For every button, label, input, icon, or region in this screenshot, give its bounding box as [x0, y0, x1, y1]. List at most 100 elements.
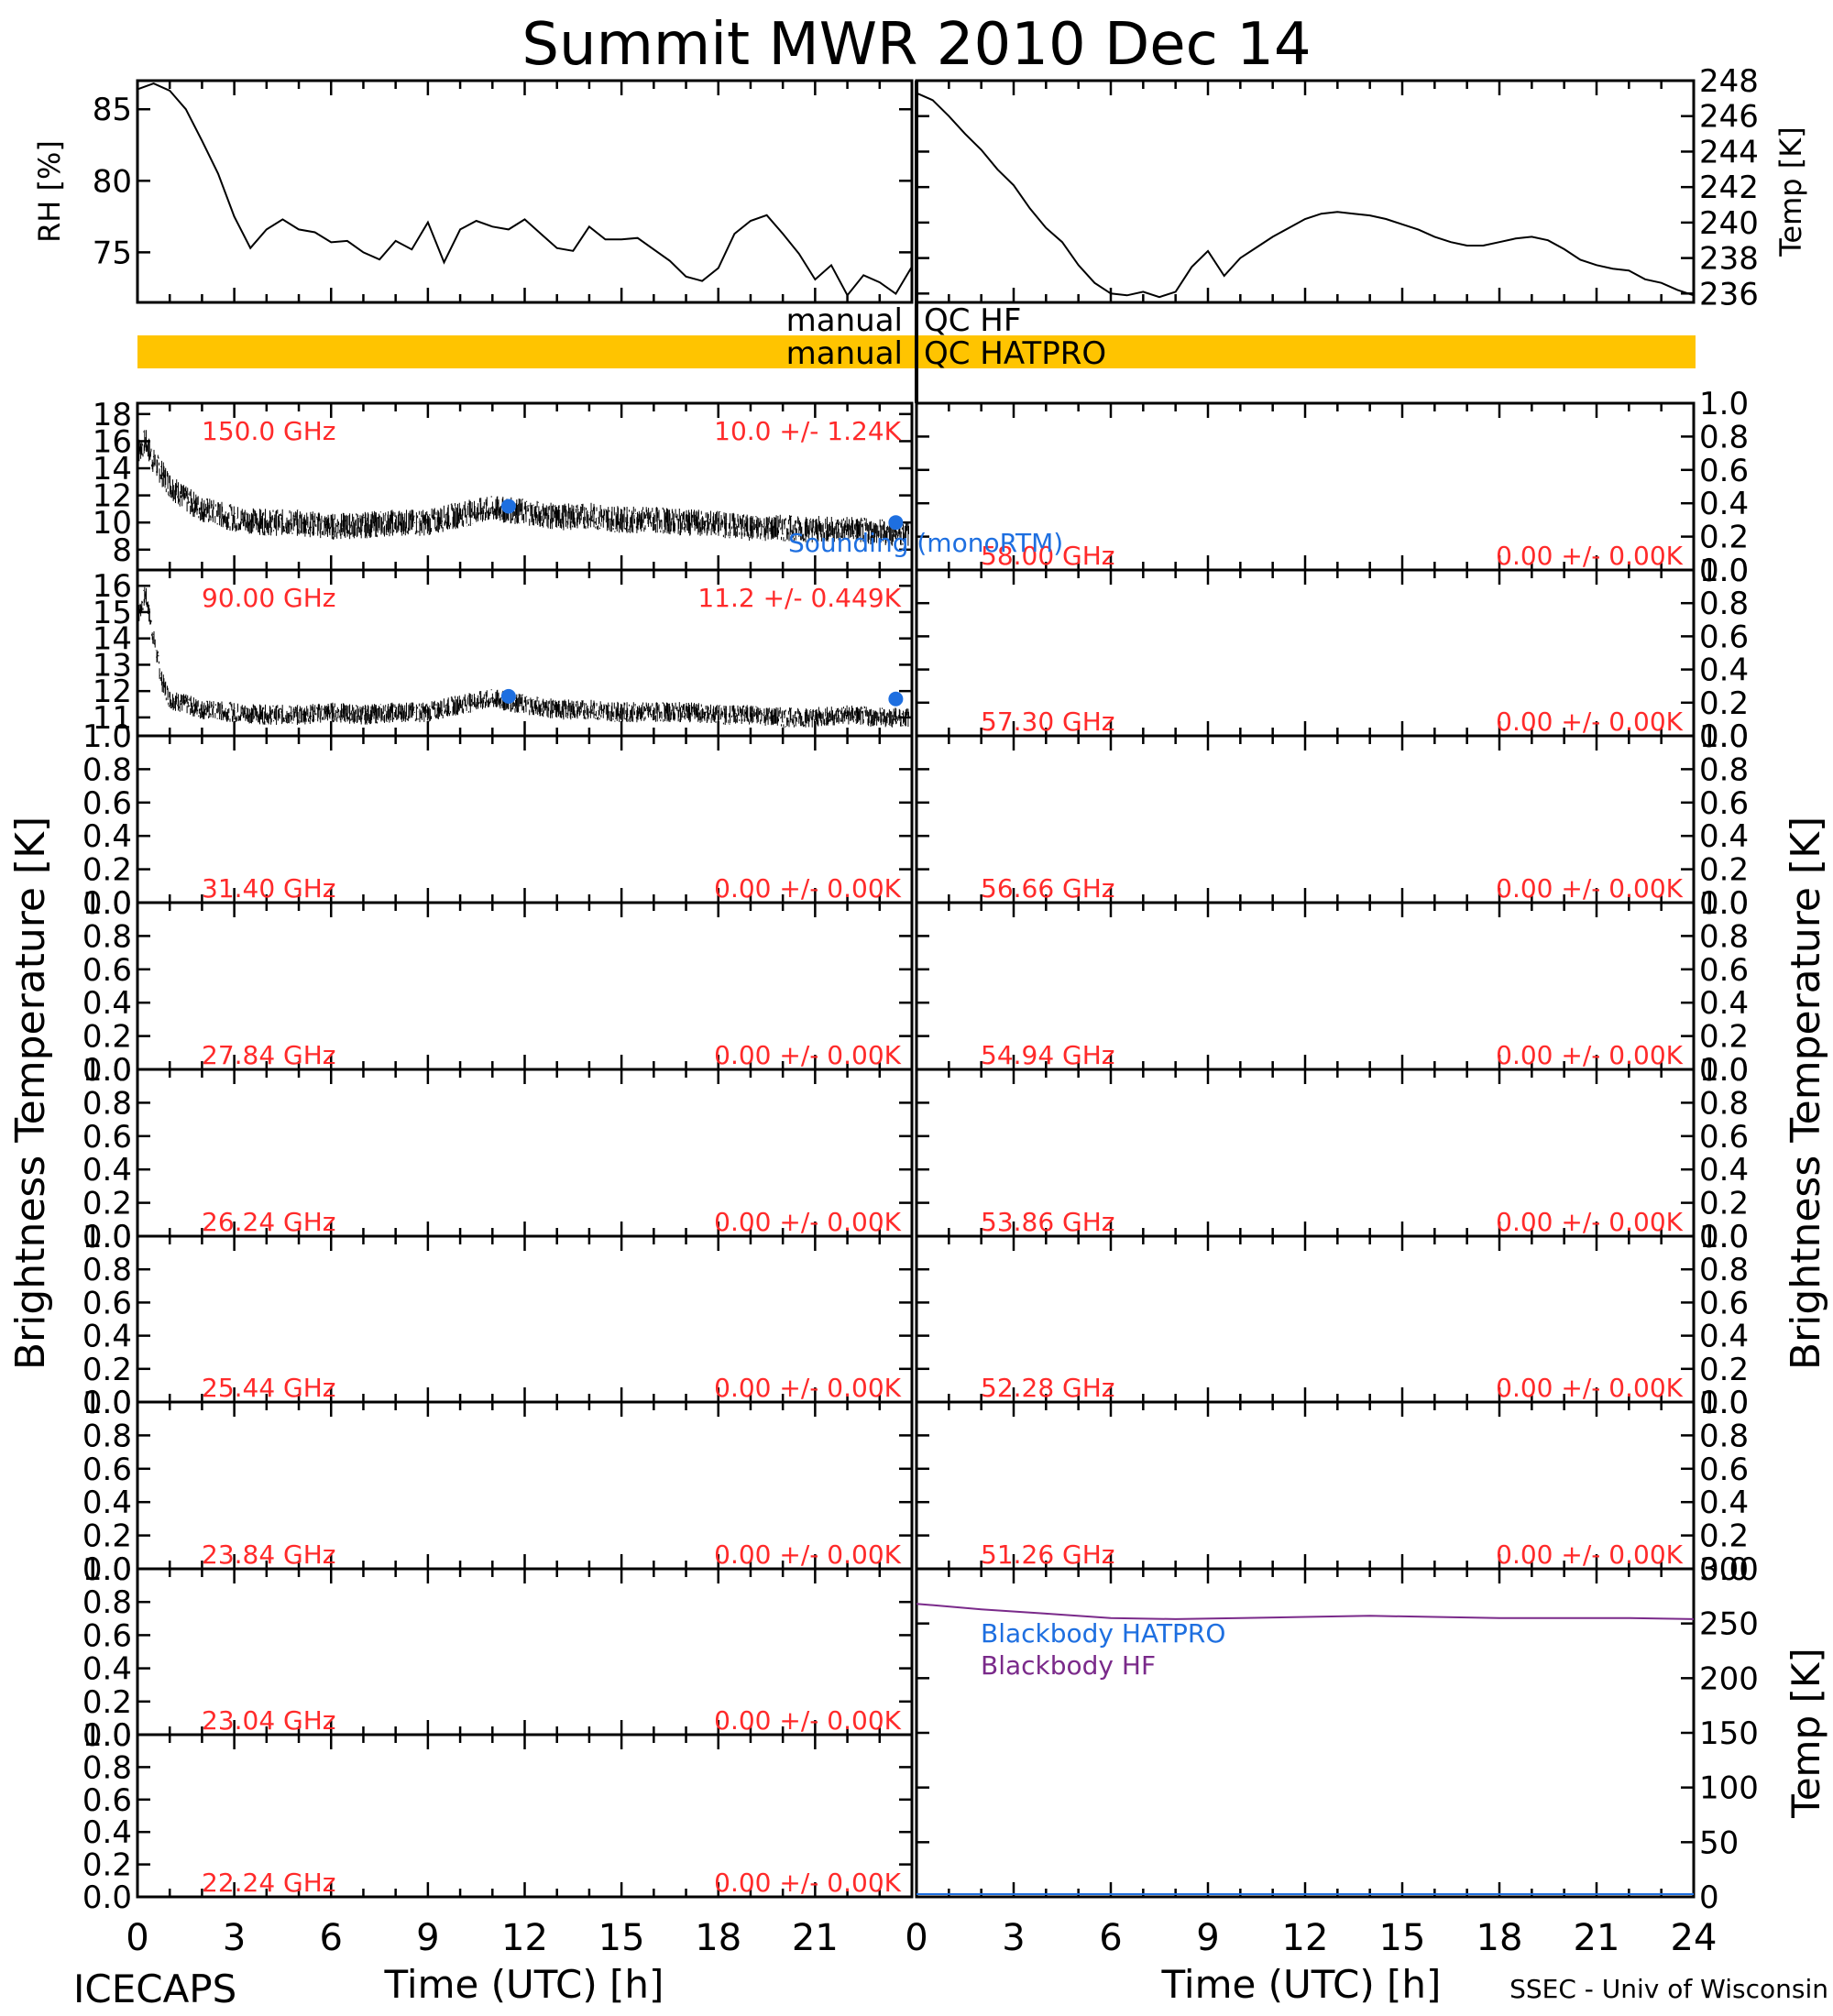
- panel-l25_44-ytick-label: 0.8: [82, 1252, 132, 1288]
- panel-l27_84-ytick-label: 1.0: [82, 885, 132, 922]
- panel-r54_94-ytick-label: 0.8: [1699, 918, 1749, 955]
- panel-ch150-freq-label: 150.0 GHz: [202, 416, 336, 446]
- panel-l26_24-ytick-label: 0.2: [82, 1186, 132, 1222]
- panel-l25_44-ytick-label: 0.0: [82, 1385, 132, 1421]
- panel-ch150-data: [137, 430, 909, 546]
- panel-l23_84-ytick-label: 1.0: [82, 1385, 132, 1421]
- panel-l27_84-ytick-label: 0.2: [82, 1019, 132, 1056]
- panel-l22_24-stat-label: 0.00 +/- 0.00K: [714, 1868, 901, 1898]
- panel-ch90-data-sounding-point: [500, 688, 516, 704]
- panel-r51_26-ytick-label: 0.2: [1699, 1518, 1749, 1555]
- rh-panel-ytick-label: 75: [93, 235, 132, 271]
- left-xtick-label: 15: [598, 1917, 645, 1959]
- panel-l26_24-ytick-label: 0.0: [82, 1219, 132, 1255]
- panel-r57_30-stat-label: 0.00 +/- 0.00K: [1496, 707, 1683, 737]
- blackbody-panel-ytick-label: 200: [1699, 1660, 1759, 1697]
- temp-panel: [915, 79, 1696, 304]
- panel-l22_24-ytick-label: 0.4: [82, 1814, 132, 1851]
- panel-l31_40-ytick-label: 1.0: [82, 718, 132, 755]
- panel-r56_66-ytick-label: 0.4: [1699, 818, 1749, 855]
- qc-bar-right-label: QC HF: [924, 302, 1021, 339]
- panel-r54_94-freq-label: 54.94 GHz: [981, 1040, 1115, 1070]
- panel-ch150-ytick-label: 14: [93, 451, 132, 488]
- figure-title: Summit MWR 2010 Dec 14: [521, 11, 1311, 79]
- panel-l26_24-stat-label: 0.00 +/- 0.00K: [714, 1207, 901, 1237]
- panel-l23_04-ytick-label: 0.8: [82, 1584, 132, 1621]
- panel-ch90-freq-label: 90.00 GHz: [202, 583, 336, 613]
- right-xtick-label: 24: [1671, 1917, 1718, 1959]
- panel-r56_66-ytick-label: 1.0: [1699, 718, 1749, 755]
- left-xtick-label: 21: [792, 1917, 839, 1959]
- blackbody-hf-line: [916, 1603, 1695, 1620]
- panel-l23_84-ytick-label: 0.0: [82, 1551, 132, 1588]
- panel-r51_26-ytick-label: 0.6: [1699, 1452, 1749, 1488]
- panel-ch90-ytick-label: 16: [93, 568, 132, 605]
- panel-r51_26-freq-label: 51.26 GHz: [981, 1539, 1115, 1570]
- panel-ch90-ytick-label: 12: [93, 674, 132, 710]
- panel-l31_40-ytick-label: 0.4: [82, 818, 132, 855]
- panel-ch90-ytick-label: 13: [93, 647, 132, 684]
- temp-panel-ytick-label: 238: [1699, 241, 1759, 278]
- panel-r54_94-stat-label: 0.00 +/- 0.00K: [1496, 1040, 1683, 1070]
- right-xtick-label: 3: [1002, 1917, 1025, 1959]
- panel-l26_24-ytick-label: 0.8: [82, 1085, 132, 1122]
- panel-r57_30-freq-label: 57.30 GHz: [981, 707, 1115, 737]
- panel-r58_00-ytick-label: 0.0: [1699, 553, 1749, 589]
- panel-l23_04-stat-label: 0.00 +/- 0.00K: [714, 1705, 901, 1736]
- panel-r52_28-freq-label: 52.28 GHz: [981, 1373, 1115, 1403]
- panel-l26_24-ytick-label: 0.4: [82, 1152, 132, 1189]
- right-xtick-label: 21: [1574, 1917, 1620, 1959]
- panel-r56_66-ytick-label: 0.8: [1699, 751, 1749, 788]
- right-xtick-label: 0: [905, 1917, 927, 1959]
- temp-panel-ytick-label: 242: [1699, 170, 1759, 206]
- panel-r52_28-stat-label: 0.00 +/- 0.00K: [1496, 1373, 1683, 1403]
- panel-l25_44-ytick-label: 0.2: [82, 1352, 132, 1388]
- panel-l27_84-ytick-label: 0.8: [82, 918, 132, 955]
- rh-series-line: [137, 82, 913, 298]
- panel-ch150-ytick-label: 16: [93, 423, 132, 460]
- panel-ch90-ytick-label: 14: [93, 621, 132, 658]
- panel-r58_00-ytick-label: 0.6: [1699, 453, 1749, 489]
- panel-r51_26-ytick-label: 0.4: [1699, 1485, 1749, 1521]
- panel-l25_44-ytick-label: 0.4: [82, 1319, 132, 1355]
- panel-r53_86-ytick-label: 1.0: [1699, 1052, 1749, 1089]
- panel-l23_04-ytick-label: 0.4: [82, 1651, 132, 1688]
- panel-ch150-stat-label: 10.0 +/- 1.24K: [714, 416, 901, 446]
- temp-series-line: [916, 92, 1695, 299]
- panel-r52_28-ytick-label: 0.8: [1699, 1252, 1749, 1288]
- panel-ch150-data-sounding-point: [500, 499, 516, 514]
- left-xtick-label: 18: [695, 1917, 741, 1959]
- right-ylabel: Brightness Temperature [K]: [1783, 816, 1829, 1370]
- panel-r54_94-ytick-label: 0.0: [1699, 1052, 1749, 1089]
- panel-ch90-ytick-label: 11: [93, 700, 132, 737]
- panel-l25_44-ytick-label: 1.0: [82, 1219, 132, 1255]
- panel-ch90-data: [137, 586, 909, 728]
- panel-ch150-ytick-label: 8: [112, 532, 132, 569]
- rh-panel: [136, 79, 914, 304]
- panel-r54_94-ytick-label: 1.0: [1699, 885, 1749, 922]
- panel-r52_28-ytick-label: 1.0: [1699, 1219, 1749, 1255]
- panel-r52_28-ytick-label: 0.0: [1699, 1385, 1749, 1421]
- panel-l23_04-ytick-label: 0.6: [82, 1617, 132, 1654]
- panel-ch150-ytick-label: 10: [93, 505, 132, 542]
- panel-r53_86-ytick-label: 0.6: [1699, 1119, 1749, 1156]
- panel-r56_66-ytick-label: 0.6: [1699, 785, 1749, 822]
- panel-r56_66-ytick-label: 0.2: [1699, 852, 1749, 889]
- panel-l23_84-ytick-label: 0.6: [82, 1452, 132, 1488]
- panel-l23_04-ytick-label: 0.0: [82, 1717, 132, 1754]
- temp-panel-ytick-label: 236: [1699, 276, 1759, 312]
- panel-l26_24-freq-label: 26.24 GHz: [202, 1207, 336, 1237]
- panel-r58_00-ytick-label: 0.8: [1699, 419, 1749, 455]
- panel-ch150-ytick-label: 18: [93, 397, 132, 433]
- panel-l31_40-stat-label: 0.00 +/- 0.00K: [714, 873, 901, 904]
- panel-r58_00-ytick-label: 0.2: [1699, 520, 1749, 556]
- panel-r57_30-ytick-label: 0.8: [1699, 586, 1749, 622]
- panel-r53_86-ytick-label: 0.0: [1699, 1219, 1749, 1255]
- panel-r51_26-ytick-label: 1.0: [1699, 1385, 1749, 1421]
- rh-panel-ytick-label: 80: [93, 163, 132, 200]
- temp-panel-ytick-label: 248: [1699, 63, 1759, 100]
- qc-bar-left-label: manual: [786, 302, 903, 339]
- panel-l25_44-ytick-label: 0.6: [82, 1285, 132, 1321]
